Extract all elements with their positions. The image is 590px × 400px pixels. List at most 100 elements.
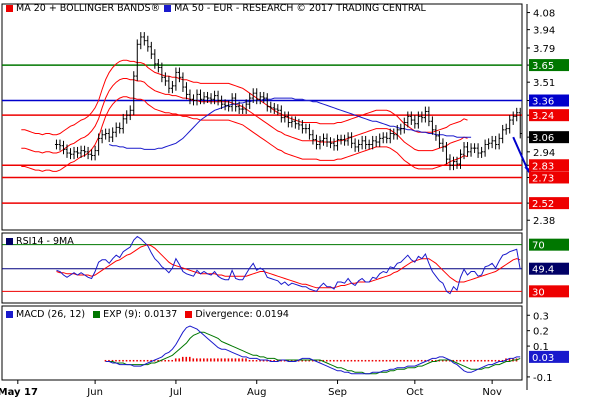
- divergence-bar: [354, 359, 356, 362]
- divergence-bar: [508, 358, 511, 362]
- divergence-bar: [308, 359, 311, 362]
- divergence-bar: [470, 359, 472, 362]
- macd-tick-label: 0.3: [533, 311, 549, 322]
- level-tag-3.06-label: 3.06: [532, 133, 554, 144]
- divergence-bar: [217, 358, 219, 362]
- x-tick-label: Oct: [406, 387, 423, 398]
- divergence-bar: [350, 359, 353, 362]
- divergence-bar: [343, 359, 346, 362]
- divergence-bar: [129, 359, 131, 362]
- divergence-bar: [445, 359, 448, 362]
- divergence-bar: [203, 358, 205, 362]
- x-tick-label: Nov: [482, 387, 502, 398]
- divergence-bar: [280, 359, 282, 362]
- divergence-bar: [452, 359, 455, 362]
- price-tick-label: 3.51: [533, 78, 555, 89]
- divergence-bar: [318, 359, 321, 362]
- legend-ma20-label: MA 20 + BOLLINGER BANDS®: [16, 3, 161, 14]
- divergence-bar: [438, 359, 441, 362]
- divergence-bar: [424, 359, 426, 362]
- legend-swatch-rsi: [6, 238, 13, 245]
- divergence-bar: [491, 359, 493, 362]
- divergence-bar: [389, 359, 391, 362]
- forecast-arrow: [512, 136, 530, 172]
- divergence-bar: [210, 358, 212, 362]
- divergence-bar: [136, 359, 138, 362]
- level-tag-2.83-label: 2.83: [532, 161, 554, 172]
- divergence-bar: [255, 359, 258, 362]
- divergence-bar: [283, 359, 286, 362]
- divergence-bar: [234, 358, 237, 362]
- rsi14-line: [56, 235, 521, 295]
- divergence-bar: [111, 359, 114, 362]
- level-tag-3.24-label: 3.24: [532, 111, 554, 122]
- rsi-level-tag-70-label: 70: [532, 241, 545, 252]
- divergence-bar: [160, 359, 163, 362]
- divergence-bar: [477, 359, 479, 362]
- divergence-bar: [259, 359, 261, 362]
- level-tag-3.36-box: [529, 94, 569, 107]
- divergence-bar: [459, 359, 462, 362]
- divergence-bar: [378, 359, 381, 362]
- divergence-bar: [434, 359, 437, 362]
- level-tag-3.06-box: [529, 131, 569, 144]
- divergence-bar: [357, 359, 360, 362]
- divergence-bar: [122, 359, 124, 362]
- divergence-bar: [301, 359, 304, 362]
- level-tag-3.24-box: [529, 109, 569, 122]
- legend-exp-label: EXP (9): 0.0137: [103, 309, 178, 320]
- divergence-bar: [238, 358, 240, 362]
- divergence-bar: [326, 359, 328, 362]
- x-tick-label: Jun: [86, 387, 103, 398]
- legend-swatch-exp: [93, 311, 101, 318]
- legend-rsi: RSI14 - 9MA: [6, 236, 74, 247]
- divergence-bar: [118, 359, 121, 362]
- level-tag-2.73-label: 2.73: [532, 173, 554, 184]
- divergence-bar: [385, 359, 388, 362]
- legend-swatch-ma20: [6, 5, 13, 12]
- divergence-bar: [431, 359, 434, 362]
- divergence-bar: [417, 359, 419, 362]
- divergence-bar: [484, 359, 486, 362]
- divergence-bar: [382, 359, 384, 362]
- divergence-bar: [364, 359, 367, 362]
- macd-tick-label: 0.2: [533, 327, 549, 338]
- divergence-bar: [347, 359, 349, 362]
- divergence-bar: [501, 359, 504, 362]
- divergence-bar: [466, 359, 469, 362]
- bollinger-lower-line: [21, 96, 468, 172]
- divergence-bar: [287, 359, 289, 362]
- divergence-bar: [220, 358, 223, 362]
- level-tag-2.52-label: 2.52: [532, 199, 554, 210]
- divergence-bar: [297, 359, 300, 362]
- divergence-bar: [178, 358, 181, 362]
- divergence-bar: [150, 359, 152, 362]
- divergence-bar: [174, 358, 177, 362]
- divergence-bar: [104, 359, 107, 362]
- macd-current-tag-label: 0.03: [532, 353, 554, 364]
- divergence-bar: [448, 359, 451, 362]
- price-tick-label: 3.94: [533, 26, 555, 37]
- divergence-bar: [311, 359, 314, 362]
- divergence-bar: [143, 359, 145, 362]
- divergence-bar: [336, 359, 339, 362]
- divergence-bar: [375, 359, 377, 362]
- divergence-bar: [227, 358, 230, 362]
- divergence-bar: [192, 358, 195, 362]
- divergence-bar: [252, 359, 254, 362]
- divergence-bar: [473, 359, 476, 362]
- divergence-bar: [340, 359, 342, 362]
- divergence-bar: [480, 359, 483, 362]
- level-tag-2.52-box: [529, 197, 569, 210]
- divergence-bar: [206, 358, 209, 362]
- divergence-bar: [245, 358, 247, 362]
- divergence-bar: [273, 359, 275, 362]
- legend-swatch-ma50: [164, 5, 172, 12]
- divergence-bar: [487, 359, 490, 362]
- divergence-bar: [164, 359, 166, 362]
- divergence-bar: [153, 359, 156, 362]
- divergence-bar: [456, 359, 458, 362]
- divergence-bar: [224, 358, 226, 362]
- divergence-bar: [290, 359, 293, 362]
- x-tick-label: Aug: [247, 387, 267, 398]
